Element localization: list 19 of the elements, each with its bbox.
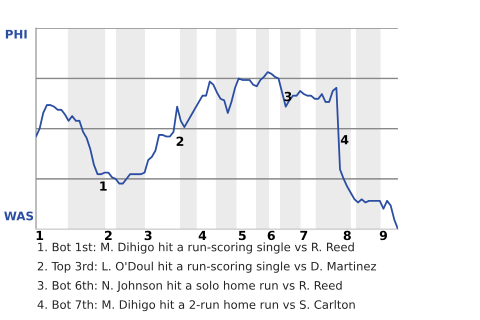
annotation: 2 <box>176 136 184 146</box>
text: PHI <box>6 30 27 38</box>
annotation: 4 <box>340 135 348 144</box>
text: WAS <box>4 211 34 220</box>
text: 3. Bot 6th: N. Johnson hit a solo home run vs R. Reed <box>38 280 342 292</box>
x-tick-label: 4 <box>198 230 206 240</box>
annotation: 3 <box>284 92 292 102</box>
x-tick-label: 7 <box>300 230 308 240</box>
text: 2. Top 3rd: L. O'Doul hit a run-scoring single vs D. Martinez <box>38 262 376 273</box>
x-tick-label: 9 <box>380 230 387 240</box>
x-tick-label: 1 <box>36 230 44 240</box>
x-tick-label: 8 <box>344 230 351 240</box>
x-tick-label: 6 <box>268 230 275 240</box>
text: 1. Bot 1st: M. Dihigo hit a run-scoring single vs R. Reed <box>38 242 354 254</box>
text: 4. Bot 7th: M. Dihigo hit a 2-run home run vs S. Carlton <box>38 300 355 312</box>
x-tick-label: 5 <box>238 230 246 240</box>
x-tick-label: 2 <box>105 230 112 240</box>
annotation: 1 <box>100 182 107 191</box>
x-tick-label: 3 <box>144 230 152 240</box>
